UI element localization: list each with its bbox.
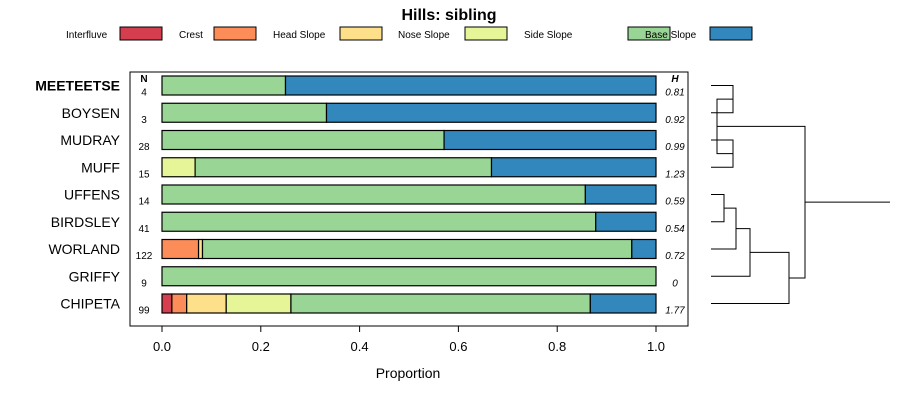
legend-swatch-base-slope — [709, 26, 753, 41]
x-axis: 0.0 0.2 0.4 0.6 0.8 1.0 — [153, 326, 665, 354]
dendrogram — [711, 85, 890, 304]
bar-segment-side-slope — [161, 184, 586, 205]
x-tick-label: 0.2 — [252, 339, 270, 354]
bar-row-muff: MUFF 15 1.23 — [81, 157, 685, 180]
h-column-header: H — [671, 74, 679, 85]
h-value: 0.99 — [665, 142, 685, 153]
bar-segment-side-slope — [161, 211, 597, 232]
row-label: WORLAND — [48, 241, 120, 257]
bar-row-mudray: MUDRAY 28 0.99 — [60, 129, 685, 153]
n-value: 3 — [141, 115, 147, 126]
h-value: 0.81 — [665, 88, 684, 99]
legend-label-nose-slope: Nose Slope — [398, 30, 450, 41]
legend-swatch-head-slope — [339, 26, 383, 41]
bar-segment-base-slope — [284, 75, 657, 96]
n-value: 9 — [141, 278, 147, 289]
x-tick-label: 0.6 — [449, 339, 467, 354]
bar-segment-side-slope — [161, 129, 445, 151]
dendrogram-link — [717, 125, 806, 279]
n-value: 14 — [138, 197, 150, 208]
bar-segment-side-slope — [201, 238, 633, 260]
h-value: 0.59 — [665, 197, 685, 208]
legend-label-interfluve: Interfluve — [66, 30, 108, 41]
row-label: MEETEETSE — [35, 78, 120, 94]
bar-segment-base-slope — [584, 184, 657, 205]
h-value: 0.54 — [665, 224, 685, 235]
legend-label-head-slope: Head Slope — [273, 30, 326, 41]
n-value: 4 — [141, 88, 147, 99]
bar-segment-side-slope — [290, 293, 591, 314]
plot-frame — [129, 71, 689, 327]
legend-swatch-nose-slope — [464, 26, 508, 41]
bar-row-boysen: BOYSEN 3 0.92 — [62, 102, 685, 126]
bar-segment-side-slope — [161, 102, 328, 123]
bar-segment-crest — [161, 238, 200, 260]
row-label: MUDRAY — [60, 132, 120, 148]
bar-segment-base-slope — [443, 129, 657, 151]
bar-rows: MEETEETSE 4 0.81 BOYSEN 3 0.92 MUDRAY 28 0.99 MUF… — [35, 75, 685, 317]
n-value: 41 — [138, 224, 150, 235]
bar-row-griffy: GRIFFY 9 0 — [69, 266, 678, 289]
legend-label-base-slope: Base Slope — [645, 30, 697, 41]
bar-segment-base-slope — [325, 102, 657, 123]
x-axis-title: Proportion — [376, 365, 441, 381]
x-tick-label: 1.0 — [647, 339, 665, 354]
row-label: MUFF — [81, 159, 120, 175]
row-label: BOYSEN — [62, 105, 120, 121]
row-label: CHIPETA — [60, 296, 120, 312]
chart-title: Hills: sibling — [401, 7, 496, 24]
bar-segment-base-slope — [631, 238, 657, 260]
n-value: 122 — [136, 251, 153, 262]
n-value: 99 — [138, 306, 150, 317]
bar-row-birdsley: BIRDSLEY 41 0.54 — [51, 211, 685, 235]
legend-label-crest: Crest — [179, 30, 203, 41]
legend: Interfluve Crest Head Slope Nose Slope Side … — [66, 26, 753, 41]
bar-segment-nose-slope — [161, 157, 196, 178]
bar-segment-base-slope — [595, 211, 657, 232]
bar-segment-base-slope — [490, 157, 657, 178]
bar-segment-head-slope — [186, 293, 227, 314]
h-value: 0.72 — [665, 251, 685, 262]
bar-segment-interfluve — [161, 293, 173, 314]
bar-row-meeteetse: MEETEETSE 4 0.81 — [35, 75, 685, 99]
bar-segment-crest — [171, 293, 188, 314]
x-tick-label: 0.8 — [548, 339, 566, 354]
row-label: GRIFFY — [69, 268, 121, 284]
legend-swatch-side-slope — [627, 26, 671, 41]
n-value: 15 — [138, 169, 150, 180]
bar-segment-side-slope — [161, 75, 287, 96]
bar-segment-nose-slope — [225, 293, 292, 314]
bar-segment-base-slope — [589, 293, 657, 314]
legend-swatch-interfluve — [119, 26, 163, 41]
n-column-header: N — [140, 74, 147, 85]
legend-swatch-crest — [213, 26, 257, 41]
h-value: 1.77 — [665, 306, 685, 317]
legend-label-side-slope: Side Slope — [524, 30, 573, 41]
h-value: 0 — [672, 278, 678, 289]
bar-row-worland: WORLAND 122 0.72 — [48, 238, 685, 262]
row-label: UFFENS — [64, 187, 120, 203]
bar-segment-side-slope — [161, 266, 657, 287]
h-value: 0.92 — [665, 115, 685, 126]
n-value: 28 — [138, 142, 150, 153]
bar-segment-side-slope — [194, 157, 493, 178]
dendrogram-link — [711, 194, 725, 223]
dendrogram-link — [711, 228, 751, 277]
h-value: 1.23 — [665, 169, 685, 180]
x-tick-label: 0.4 — [351, 339, 369, 354]
x-tick-label: 0.0 — [153, 339, 171, 354]
row-label: BIRDSLEY — [51, 214, 121, 230]
bar-row-chipeta: CHIPETA 99 1.77 — [60, 293, 685, 317]
bar-row-uffens: UFFENS 14 0.59 — [64, 184, 685, 208]
